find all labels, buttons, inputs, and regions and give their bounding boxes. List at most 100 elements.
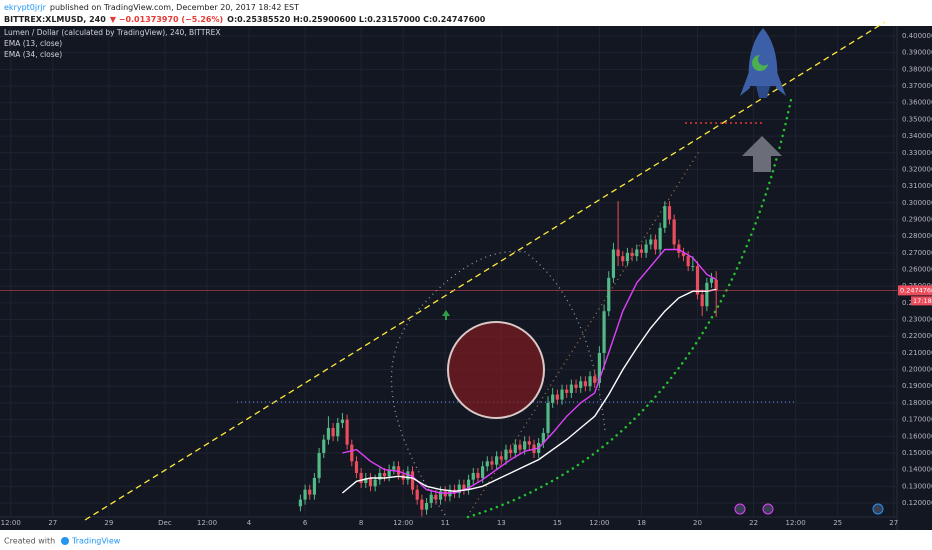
header-bar — [0, 0, 932, 26]
candle-body — [667, 206, 672, 220]
candle-body — [499, 456, 503, 460]
data-layer — [0, 201, 897, 517]
x-tick-label: 12:00 — [786, 519, 806, 527]
y-tick-label: 0.18000000 — [902, 399, 932, 407]
ema-line — [342, 248, 717, 494]
candle-body — [322, 439, 326, 453]
candle-body — [588, 376, 592, 387]
candle-body — [462, 484, 466, 490]
candle-body — [429, 494, 433, 503]
growth-curve — [466, 93, 794, 519]
candle-body — [415, 489, 419, 500]
y-tick-label: 0.13000000 — [902, 482, 932, 490]
countdown: 17:18 — [913, 297, 932, 305]
candle-body — [527, 441, 531, 445]
symbol: BITTREX:XLMUSD, 240 — [4, 15, 106, 24]
footer-brand[interactable]: TradingView — [71, 537, 121, 546]
candle-body — [345, 419, 349, 445]
y-tick-label: 0.37000000 — [902, 82, 932, 90]
y-tick-label: 0.19000000 — [902, 382, 932, 390]
candle-body — [621, 256, 625, 262]
y-tick-label: 0.27000000 — [902, 249, 932, 257]
small-arrow — [442, 310, 450, 320]
y-tick-label: 0.21000000 — [902, 349, 932, 357]
candle-body — [593, 376, 597, 383]
candle-body — [691, 266, 695, 267]
x-tick-label: 29 — [104, 519, 113, 527]
candle-body — [476, 472, 480, 478]
x-tick-label: 22 — [749, 519, 758, 527]
candle-body — [639, 249, 644, 253]
rocket — [740, 28, 786, 98]
candle-body — [471, 472, 475, 480]
candle-body — [714, 279, 718, 291]
candle-body — [630, 252, 634, 257]
candle-body — [569, 384, 573, 393]
event-icon — [762, 503, 774, 515]
y-tick-label: 0.28000000 — [902, 232, 932, 240]
candle-body — [410, 471, 415, 490]
y-tick-label: 0.39000000 — [902, 49, 932, 57]
drawings — [84, 21, 886, 521]
candle-body — [551, 394, 555, 403]
y-tick-label: 0.35000000 — [902, 115, 932, 123]
footer-created: Created with — [4, 537, 55, 546]
header-line-1: ekrypt0jrjr published on TradingView.com,… — [4, 3, 299, 12]
x-tick-label: 18 — [637, 519, 646, 527]
y-tick-label: 0.22000000 — [902, 332, 932, 340]
candle-body — [602, 311, 606, 353]
y-tick-label: 0.16000000 — [902, 432, 932, 440]
author: ekrypt0jrjr — [4, 3, 47, 12]
candle-body — [350, 444, 354, 462]
price-label: 0.24747600 — [900, 286, 932, 294]
candle-body — [392, 466, 396, 470]
candle-body — [565, 389, 569, 393]
x-tick-label: 4 — [247, 519, 252, 527]
candle-body — [387, 469, 391, 477]
candle-body — [509, 449, 513, 453]
candle-body — [663, 206, 667, 228]
candle-body — [607, 277, 611, 312]
x-tick-label: 25 — [833, 519, 842, 527]
y-tick-label: 0.31000000 — [902, 182, 932, 190]
y-tick-label: 0.36000000 — [902, 99, 932, 107]
candle-body — [504, 449, 508, 460]
legend-entry: EMA (13, close) — [4, 39, 62, 48]
candle-body — [308, 489, 312, 495]
y-tick-label: 0.23000000 — [902, 316, 932, 324]
candle-body — [541, 432, 545, 443]
candle-body — [368, 477, 373, 487]
y-tick-label: 0.29000000 — [902, 215, 932, 223]
candle-body — [331, 427, 335, 437]
candle-body — [560, 389, 564, 400]
candle-body — [686, 256, 690, 267]
candle-body — [700, 294, 704, 307]
legend-entry: EMA (34, close) — [4, 50, 62, 59]
x-tick-label: Dec — [158, 519, 172, 527]
candle-body — [396, 466, 401, 475]
y-tick-label: 0.33000000 — [902, 149, 932, 157]
up-arrow — [742, 136, 782, 172]
candle-body — [406, 471, 410, 480]
candle-body — [574, 384, 578, 388]
x-tick-label: 6 — [303, 519, 308, 527]
candle-body — [709, 277, 714, 283]
y-tick-label: 0.14000000 — [902, 466, 932, 474]
candle-body — [303, 489, 307, 500]
candle-body — [695, 266, 700, 295]
trend-line — [84, 21, 886, 521]
y-tick-label: 0.30000000 — [902, 199, 932, 207]
y-tick-label: 0.38000000 — [902, 65, 932, 73]
y-tick-label: 0.40000000 — [902, 32, 932, 40]
candle-body — [298, 499, 303, 507]
candle-body — [466, 479, 471, 490]
candle-body — [490, 461, 494, 465]
ema-line — [341, 288, 717, 494]
candle-body — [523, 441, 527, 450]
x-tick-label: 27 — [48, 519, 57, 527]
countdown-box — [911, 296, 932, 306]
y-tick-label: 0.26000000 — [902, 265, 932, 273]
candle-body — [513, 444, 517, 453]
